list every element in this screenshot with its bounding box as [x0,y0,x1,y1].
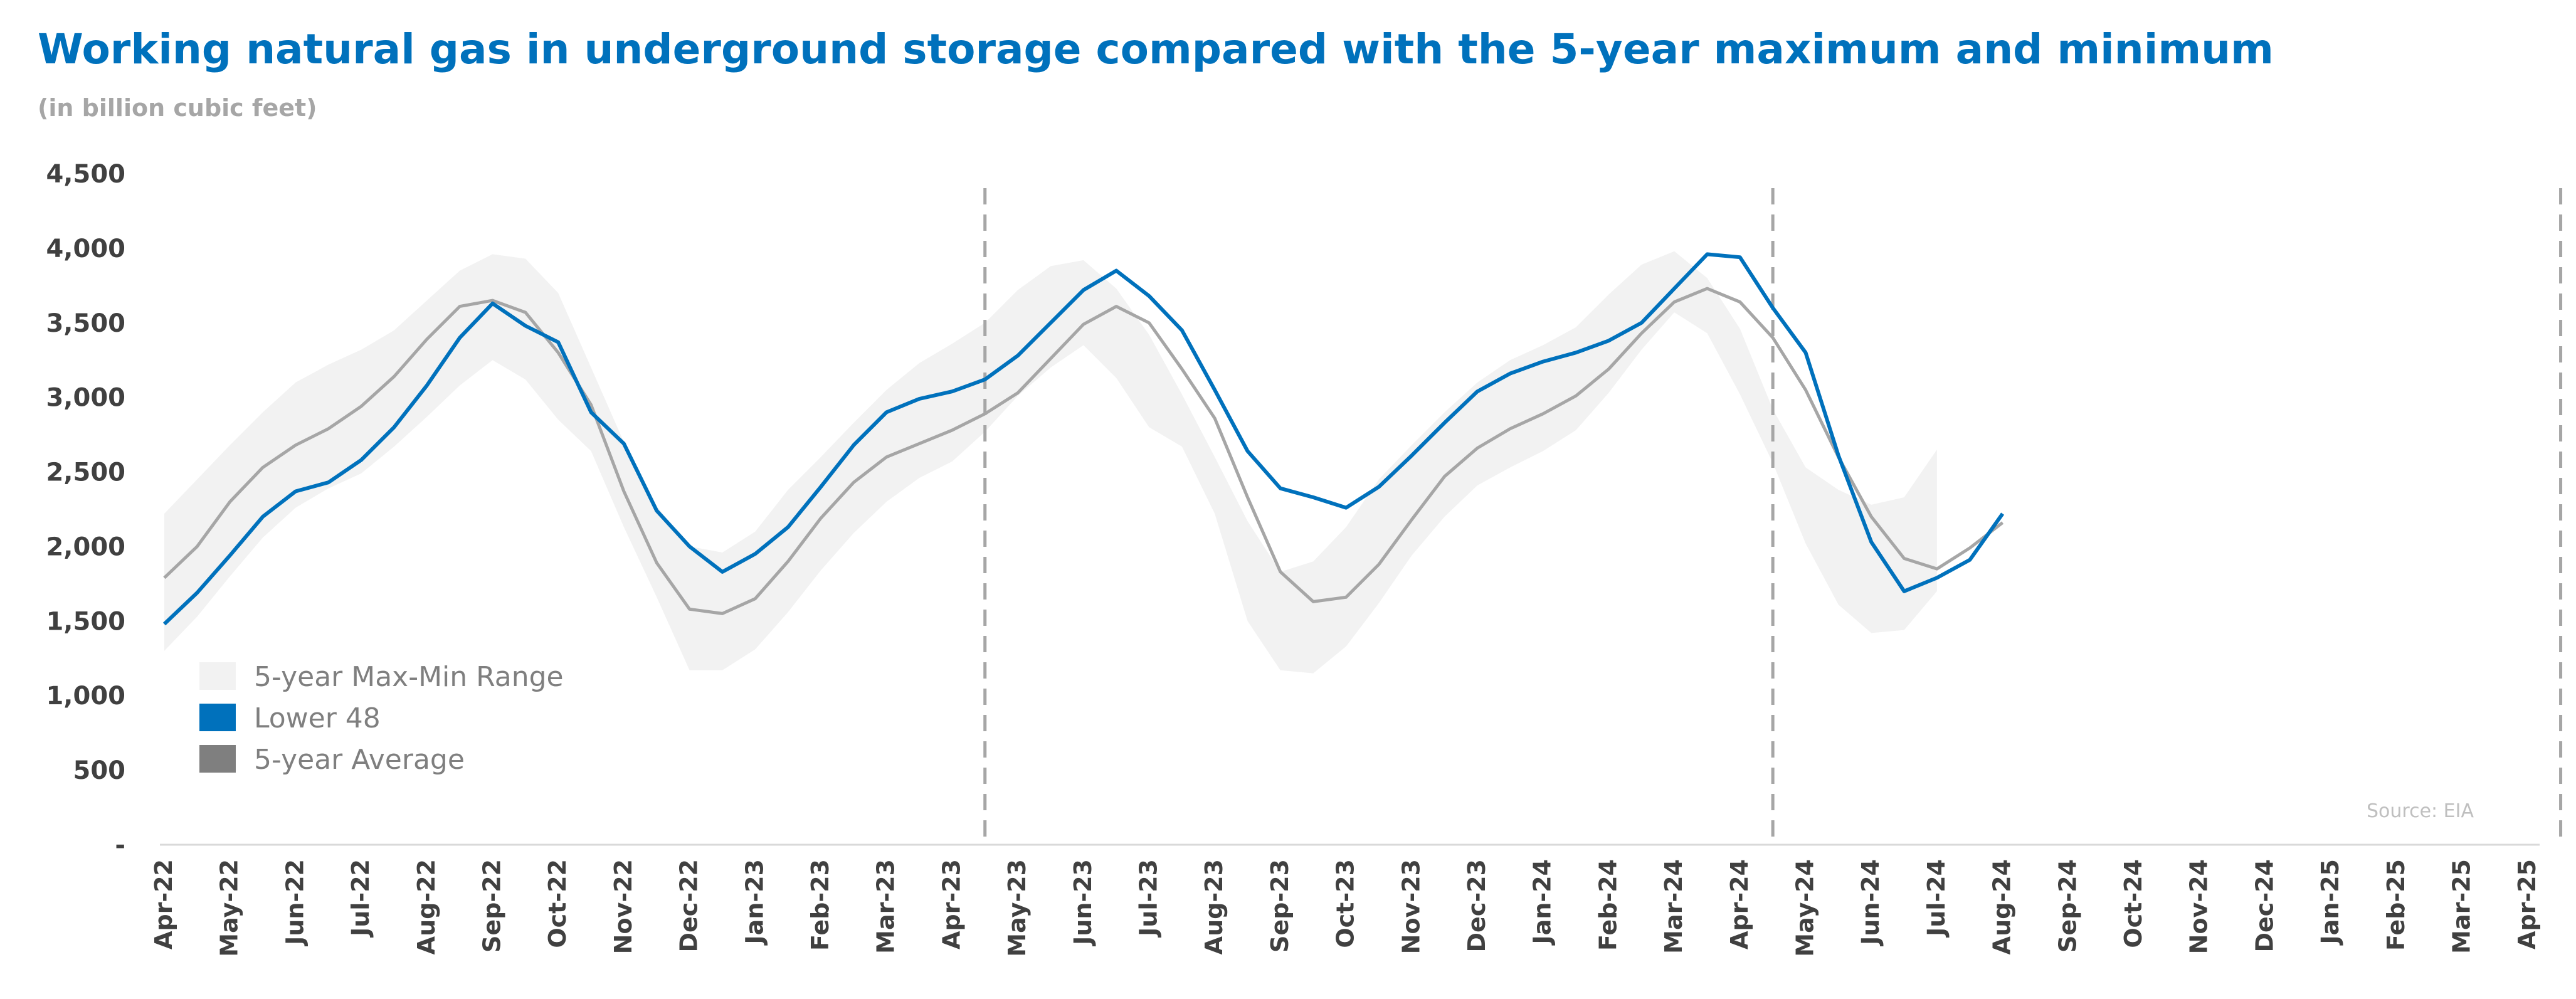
x-tick-label: Jan-25 [2316,859,2344,946]
x-tick-label: Aug-22 [413,859,440,954]
legend-swatch [199,704,236,731]
x-tick-label: Oct-23 [1332,859,1359,948]
x-tick-label: Jul-23 [1135,859,1163,938]
x-tick-label: Jun-22 [281,859,309,947]
x-tick-label: Mar-24 [1660,859,1687,954]
x-tick-label: Nov-22 [610,859,637,954]
x-tick-label: May-24 [1792,859,1819,957]
x-tick-label: Oct-22 [544,859,571,948]
x-tick-label: May-23 [1003,859,1031,957]
chart-title: Working natural gas in underground stora… [38,25,2274,73]
x-tick-label: Sep-23 [1266,859,1294,953]
legend-swatch [199,662,236,690]
x-tick-label: Mar-23 [872,859,900,954]
y-tick-label: 4,000 [46,235,125,263]
legend-swatch [199,745,236,773]
x-tick-label: Jan-24 [1529,859,1556,946]
x-tick-label: Jul-24 [1923,859,1950,938]
x-tick-label: Jul-22 [347,859,374,938]
y-tick-label: 1,000 [46,682,125,711]
lower48-line [162,252,2005,626]
chart-subtitle: (in billion cubic feet) [38,94,317,122]
y-tick-label: 3,500 [46,309,125,338]
x-tick-label: Dec-23 [1463,859,1491,953]
y-tick-label: 3,000 [46,384,125,413]
y-tick-label: 1,500 [46,607,125,636]
x-tick-label: Dec-24 [2251,859,2278,953]
x-tick-label: Jun-23 [1069,859,1097,947]
average-line [163,287,2004,615]
y-tick-label: 4,500 [46,160,125,189]
x-tick-label: Aug-24 [1988,859,2016,954]
legend-label: Lower 48 [254,702,381,734]
x-tick-label: Sep-24 [2054,859,2081,953]
y-tick-label: 2,000 [46,532,125,561]
x-tick-label: Sep-22 [478,859,506,953]
x-tick-label: Feb-25 [2382,859,2410,951]
x-tick-label: Aug-23 [1200,859,1228,954]
x-tick-label: Feb-23 [806,859,834,951]
y-tick-label: 2,500 [46,458,125,487]
x-tick-label: Jun-24 [1857,859,1884,947]
range-band [164,251,1937,674]
x-tick-label: Dec-22 [675,859,703,953]
x-tick-label: Nov-24 [2185,859,2213,954]
source-label: Source: EIA [2367,800,2474,822]
legend-label: 5-year Max-Min Range [254,661,564,693]
y-tick-label: 500 [73,756,126,785]
x-tick-label: Apr-23 [937,859,965,949]
x-tick-label: Nov-23 [1397,859,1425,954]
x-tick-label: Apr-25 [2513,859,2541,949]
x-tick-label: Apr-22 [150,859,177,949]
x-tick-label: Apr-24 [1726,859,1753,949]
x-tick-label: Mar-25 [2448,859,2476,954]
x-tick-label: Oct-24 [2119,859,2147,948]
x-tick-label: Jan-23 [741,859,768,946]
x-tick-label: May-22 [216,859,243,957]
x-tick-label: Feb-24 [1594,859,1622,951]
legend-label: 5-year Average [254,744,465,776]
y-tick-label: - [115,831,125,860]
